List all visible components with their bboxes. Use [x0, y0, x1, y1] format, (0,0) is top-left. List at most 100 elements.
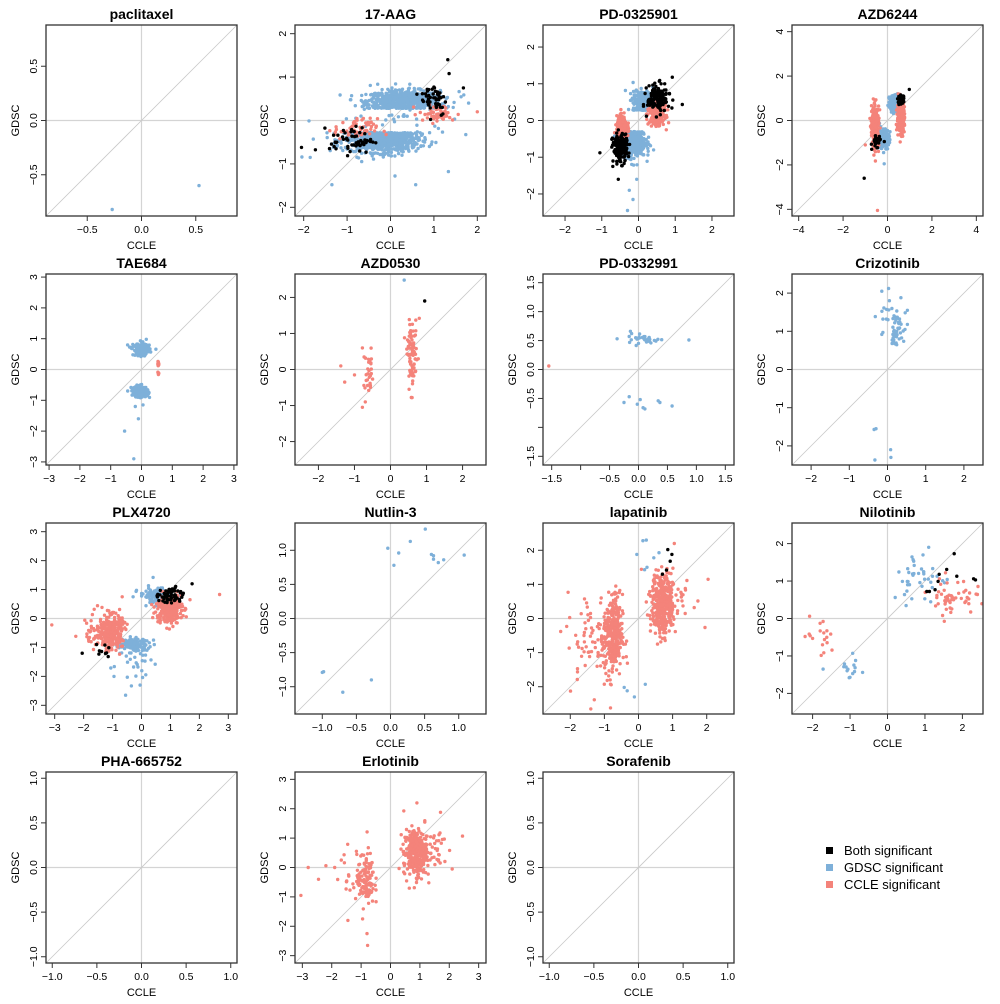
point-gdsc: [623, 88, 628, 93]
point-both: [651, 98, 655, 103]
point-gdsc: [376, 106, 380, 110]
point-ccle: [871, 123, 875, 127]
point-ccle: [898, 140, 902, 144]
point-gdsc: [421, 139, 425, 143]
point-both: [611, 164, 615, 169]
point-both: [354, 124, 358, 128]
point-gdsc: [394, 135, 398, 139]
point-gdsc: [386, 153, 391, 157]
point-ccle: [875, 208, 880, 213]
point-ccle: [872, 120, 876, 124]
point-both: [651, 83, 655, 87]
point-gdsc: [433, 124, 437, 128]
y-axis-label: GDSC: [756, 105, 768, 137]
point-gdsc: [402, 94, 406, 98]
point-gdsc: [409, 92, 413, 96]
point-gdsc: [446, 104, 450, 109]
point-gdsc: [381, 151, 385, 156]
point-gdsc: [364, 92, 368, 97]
point-gdsc: [349, 94, 354, 98]
point-gdsc: [884, 147, 888, 151]
point-gdsc: [885, 144, 889, 148]
point-ccle: [363, 129, 367, 133]
point-ccle: [666, 121, 671, 125]
point-gdsc: [639, 150, 643, 154]
point-ccle: [622, 124, 627, 128]
point-gdsc: [350, 137, 354, 141]
point-gdsc: [386, 103, 391, 107]
point-ccle: [448, 115, 452, 120]
point-ccle: [444, 114, 449, 118]
point-both: [873, 141, 877, 145]
point-both: [431, 92, 435, 96]
point-both: [615, 131, 619, 135]
point-both: [357, 140, 361, 145]
point-gdsc: [392, 103, 396, 107]
point-gdsc: [646, 146, 650, 151]
y-tick-label: −1: [525, 151, 537, 163]
point-both: [626, 154, 631, 159]
point-both: [341, 128, 346, 133]
point-ccle: [434, 115, 438, 119]
point-gdsc: [635, 141, 639, 145]
point-ccle: [350, 125, 354, 129]
x-tick-label: −2: [837, 224, 849, 236]
point-gdsc: [881, 133, 885, 137]
point-both: [461, 86, 466, 90]
point-gdsc: [890, 96, 895, 101]
point-both: [610, 136, 615, 140]
point-gdsc: [335, 143, 340, 148]
point-ccle: [364, 121, 368, 125]
point-gdsc: [393, 88, 398, 92]
point-both: [654, 93, 658, 97]
point-gdsc: [376, 82, 380, 86]
point-gdsc: [405, 90, 409, 95]
point-gdsc: [197, 183, 201, 188]
point-ccle: [873, 159, 878, 163]
point-ccle: [413, 113, 417, 117]
point-gdsc: [400, 153, 404, 157]
point-gdsc: [639, 142, 643, 147]
point-both: [614, 151, 618, 156]
point-gdsc: [341, 148, 345, 153]
point-gdsc: [380, 95, 385, 99]
point-gdsc: [444, 96, 448, 101]
point-gdsc: [360, 159, 364, 164]
point-ccle: [873, 99, 877, 103]
identity-diagonal: [45, 273, 238, 466]
y-tick-label: 1: [525, 81, 537, 87]
point-gdsc: [631, 80, 635, 85]
point-ccle: [654, 124, 658, 129]
point-gdsc: [418, 131, 422, 135]
point-gdsc: [434, 140, 438, 145]
y-tick-label: 2: [277, 31, 289, 37]
point-gdsc: [344, 117, 349, 121]
point-both: [654, 115, 659, 119]
point-both: [651, 105, 655, 109]
x-tick-label: 1: [431, 224, 437, 236]
point-gdsc: [402, 97, 407, 101]
point-ccle: [659, 117, 664, 122]
point-ccle: [367, 122, 371, 127]
point-gdsc: [383, 147, 388, 152]
point-gdsc: [386, 150, 390, 154]
point-both: [653, 90, 658, 94]
point-gdsc: [412, 86, 416, 91]
point-gdsc: [397, 98, 401, 103]
point-gdsc: [393, 154, 397, 158]
point-gdsc: [416, 146, 420, 151]
point-gdsc: [396, 151, 401, 156]
point-ccle: [420, 118, 425, 122]
points: [862, 87, 911, 213]
point-both: [627, 142, 632, 147]
point-gdsc: [636, 104, 640, 109]
point-gdsc: [390, 113, 394, 117]
point-ccle: [876, 149, 881, 154]
x-tick-label: 4: [973, 224, 979, 236]
point-both: [329, 142, 334, 146]
point-both: [623, 159, 627, 163]
point-both: [614, 137, 618, 141]
point-ccle: [664, 128, 668, 132]
point-gdsc: [389, 154, 394, 158]
points: [110, 183, 201, 212]
